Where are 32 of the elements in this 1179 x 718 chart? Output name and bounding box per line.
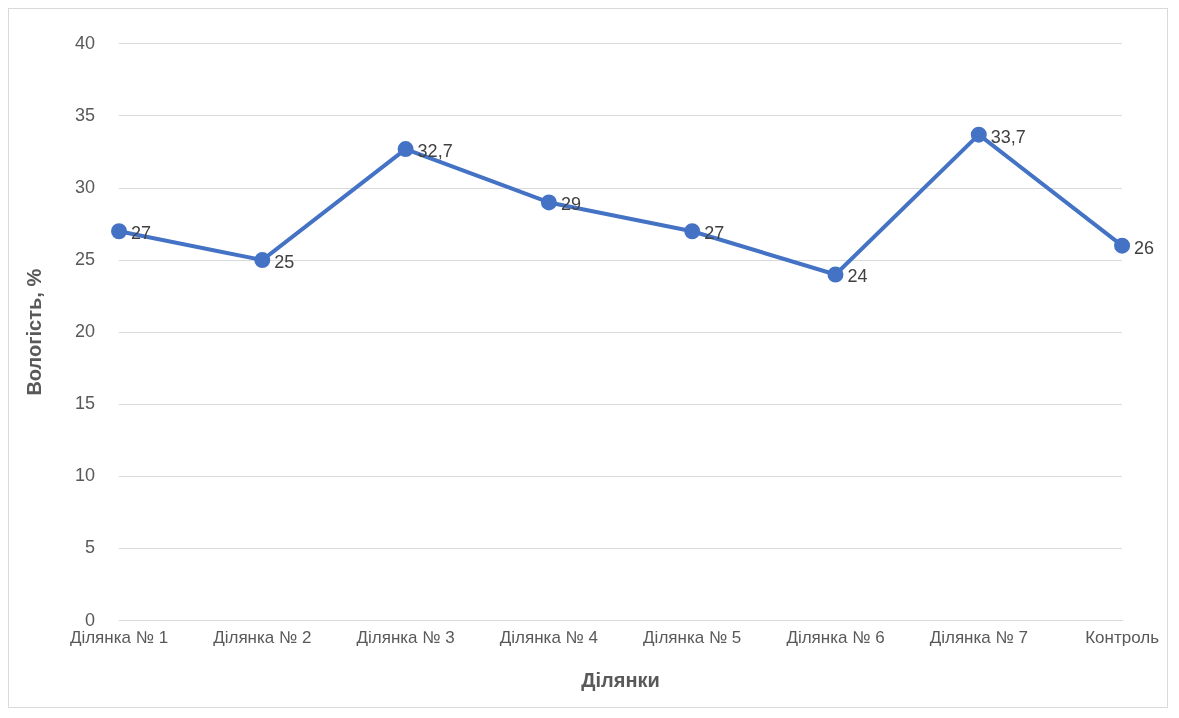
- y-tick-label: 5: [85, 537, 96, 558]
- point: [397, 141, 414, 158]
- point: [254, 252, 271, 269]
- y-tick-label: 0: [85, 609, 96, 630]
- y-tick-label: 25: [74, 249, 96, 270]
- x-tick-label: Ділянка № 6: [786, 628, 885, 648]
- y-tick-label: 30: [74, 176, 96, 197]
- x-tick-label: Ділянка № 3: [356, 628, 455, 648]
- point: [1114, 237, 1131, 254]
- x-axis-title: Ділянки: [581, 668, 660, 691]
- data-label: 25: [274, 252, 295, 273]
- x-tick-label: Ділянка № 7: [929, 628, 1028, 648]
- x-tick-label: Ділянка № 4: [499, 628, 599, 648]
- y-tick-label: 10: [74, 465, 96, 486]
- data-label: 32,7: [417, 141, 453, 162]
- point: [540, 194, 557, 211]
- data-label: 24: [847, 266, 868, 287]
- x-tick-label: Ділянка № 2: [213, 628, 312, 648]
- y-axis-title: Вологість, %: [22, 268, 45, 396]
- y-tick-label: 20: [74, 321, 96, 342]
- point: [970, 126, 987, 143]
- point: [111, 223, 128, 240]
- point: [684, 223, 701, 240]
- x-tick-label: Контроль: [1085, 628, 1160, 648]
- x-tick-label: Ділянка № 5: [643, 628, 742, 648]
- y-tick-label: 15: [74, 393, 96, 414]
- x-tick-label: Ділянка № 1: [69, 628, 169, 648]
- data-label: 33,7: [990, 126, 1026, 147]
- point: [827, 266, 844, 283]
- data-label: 26: [1134, 237, 1155, 258]
- y-tick-label: 40: [74, 32, 96, 53]
- y-tick-label: 35: [74, 104, 96, 125]
